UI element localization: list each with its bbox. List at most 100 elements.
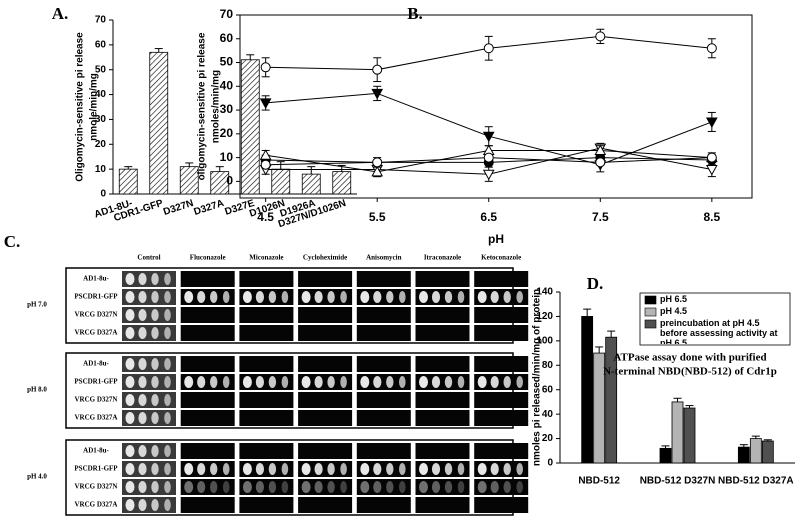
spot	[268, 481, 277, 493]
strain-label: VRCG D327N	[75, 311, 118, 319]
annotation: N-terminal NBD(NBD-512) of Cdr1p	[603, 366, 777, 378]
spot	[151, 273, 159, 285]
bar	[659, 447, 672, 464]
marker	[260, 62, 271, 73]
spot	[164, 463, 171, 475]
plate-cell	[356, 392, 411, 408]
spot	[503, 291, 511, 303]
x-tick-label: NBD-512 D327N	[640, 476, 716, 487]
panel-label: D.	[587, 274, 604, 293]
drug-header: Cycloheximide	[303, 254, 347, 262]
spot	[386, 463, 394, 475]
y-tick-label: 140	[536, 287, 553, 298]
spot	[268, 376, 277, 388]
plate-block	[65, 352, 514, 429]
spot	[184, 463, 194, 475]
plate-cell	[239, 497, 294, 513]
bar	[301, 173, 321, 195]
plate-cell	[356, 374, 411, 390]
bar	[683, 407, 696, 464]
plate-cell	[356, 356, 411, 372]
x-axis-label: pH	[488, 232, 504, 246]
marker	[260, 159, 271, 170]
spot	[125, 358, 135, 370]
plate-cell	[180, 410, 235, 426]
spot	[255, 481, 264, 493]
error-bar	[661, 445, 670, 449]
spot	[125, 327, 135, 339]
y-tick-label: 70	[220, 7, 234, 21]
legend-entry: pH 6.5	[660, 294, 688, 304]
panel-label: A.	[52, 4, 69, 23]
plate-cell	[239, 392, 294, 408]
marker	[483, 43, 494, 54]
spot	[503, 463, 511, 475]
plate-cell	[122, 307, 176, 323]
plate-cell	[180, 271, 235, 287]
error-bar	[276, 161, 285, 170]
plate-cell	[356, 325, 411, 341]
y-axis-label: Oligomycin-sensitive pi release	[75, 32, 86, 182]
ph-label: pH 8.0	[27, 386, 47, 394]
plate-cell	[180, 325, 235, 341]
spot	[281, 481, 289, 493]
spot	[327, 291, 335, 303]
spot	[164, 445, 171, 457]
spot	[164, 291, 171, 303]
plate-cell	[474, 443, 529, 459]
error-bar	[673, 397, 682, 402]
plate-cell	[474, 271, 529, 287]
plate-cell	[239, 307, 294, 323]
spot	[125, 273, 135, 285]
spot	[151, 376, 159, 388]
spot	[125, 445, 135, 457]
spot	[242, 481, 252, 493]
spot	[138, 394, 147, 406]
strain-label: AD1-8u-	[83, 360, 109, 368]
spot	[255, 376, 264, 388]
error-bar	[607, 330, 616, 338]
plate-cell	[356, 271, 411, 287]
y-tick-label: 70	[95, 15, 107, 26]
bar	[761, 440, 774, 464]
spot	[490, 481, 499, 493]
legend-label: pH 6.5	[660, 294, 688, 304]
plate-cell	[180, 392, 235, 408]
plate-cell	[239, 461, 294, 477]
spot	[164, 273, 171, 285]
spot	[125, 499, 135, 511]
spot	[164, 394, 171, 406]
plate-cell	[415, 289, 470, 305]
plate-cell	[415, 325, 470, 341]
marker	[706, 43, 717, 54]
spot	[125, 291, 135, 303]
spot	[281, 376, 289, 388]
spot	[444, 291, 453, 303]
spot	[399, 481, 406, 493]
plate-cell	[356, 443, 411, 459]
plate-cell	[474, 356, 529, 372]
spot	[151, 499, 159, 511]
spot	[373, 291, 382, 303]
spot	[268, 463, 277, 475]
y-tick-label: 20	[95, 139, 107, 150]
plate-cell	[122, 479, 176, 495]
strain-label: VRCG D327A	[75, 501, 118, 509]
error-bar	[215, 166, 224, 172]
plate-cell	[122, 289, 176, 305]
spot	[419, 291, 428, 303]
spot	[314, 463, 323, 475]
y-tick-label: 60	[542, 384, 554, 395]
bar	[581, 316, 594, 464]
plate-cell	[298, 479, 353, 495]
spot	[138, 412, 147, 424]
spot	[301, 463, 311, 475]
marker	[595, 31, 606, 42]
spot	[125, 412, 135, 424]
plate-cell	[239, 289, 294, 305]
bar	[240, 59, 260, 195]
spot	[138, 463, 147, 475]
legend-swatch	[644, 319, 657, 329]
plate-cell	[356, 479, 411, 495]
y-tick-label: 30	[220, 102, 234, 116]
